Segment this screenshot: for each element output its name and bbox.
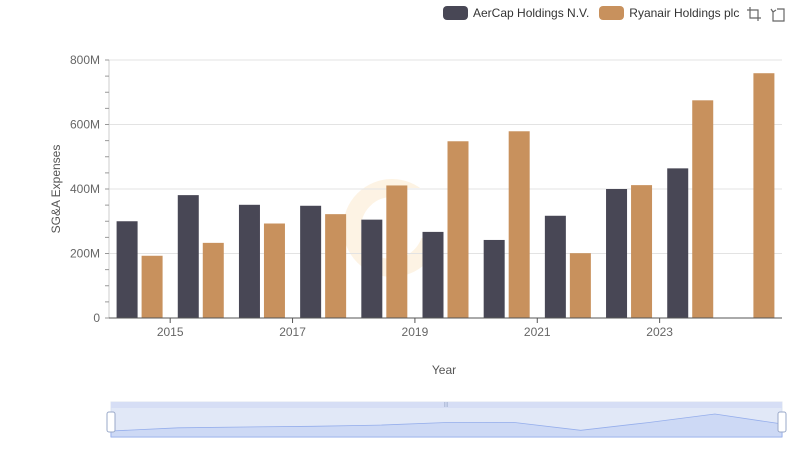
x-tick-label: 2017 — [279, 325, 306, 339]
toolbox — [746, 6, 786, 22]
bar-ryanair-2021[interactable] — [569, 253, 591, 318]
legend-swatch-ryanair — [599, 6, 625, 20]
y-axis: 0 200M 400M 600M 800M — [70, 53, 110, 325]
x-tick-label: 2021 — [524, 325, 551, 339]
legend-swatch-aercap — [443, 6, 468, 20]
zoom-selection[interactable] — [111, 408, 782, 437]
bar-ryanair-2015[interactable] — [202, 242, 224, 318]
y-tick-label: 400M — [70, 182, 100, 196]
x-tick-label: 2023 — [646, 325, 673, 339]
bar-aercap-2014[interactable] — [116, 221, 138, 318]
bar-ryanair-2018[interactable] — [386, 185, 408, 318]
legend-label-aercap: AerCap Holdings N.V. — [473, 6, 590, 20]
bar-ryanair-2014[interactable] — [141, 255, 163, 318]
x-tick-label: 2019 — [402, 325, 429, 339]
bar-aercap-2021[interactable] — [544, 215, 566, 318]
bar-aercap-2015[interactable] — [177, 195, 199, 318]
restore-icon[interactable] — [770, 6, 786, 22]
zoom-preview-area — [110, 413, 783, 438]
bar-ryanair-2024[interactable] — [753, 73, 775, 318]
bar-ryanair-2020[interactable] — [508, 131, 530, 318]
x-tick-label: 2015 — [157, 325, 184, 339]
y-tick-label: 0 — [93, 311, 100, 325]
y-tick-label: 200M — [70, 247, 100, 261]
zoom-icon[interactable] — [746, 6, 762, 22]
y-tick-label: 800M — [70, 53, 100, 67]
bar-aercap-2017[interactable] — [300, 205, 322, 318]
legend-item-aercap[interactable]: AerCap Holdings N.V. — [443, 6, 589, 20]
bars — [116, 73, 775, 318]
bar-ryanair-2019[interactable] — [447, 141, 469, 318]
data-zoom-slider[interactable]: ||| — [106, 401, 787, 438]
bar-ryanair-2017[interactable] — [325, 214, 347, 318]
bar-aercap-2023[interactable] — [667, 168, 689, 318]
bar-ryanair-2022[interactable] — [631, 185, 653, 318]
bar-aercap-2016[interactable] — [238, 204, 260, 318]
bar-aercap-2022[interactable] — [606, 189, 628, 318]
bar-ryanair-2016[interactable] — [263, 223, 285, 318]
zoom-handle-right[interactable] — [777, 411, 787, 433]
bar-aercap-2019[interactable] — [422, 231, 444, 318]
x-axis: 2015 2017 2019 2021 2023 — [109, 317, 782, 339]
zoom-handle-left[interactable] — [106, 411, 116, 433]
legend-label-ryanair: Ryanair Holdings plc — [629, 6, 740, 20]
y-tick-label: 600M — [70, 118, 100, 132]
legend: AerCap Holdings N.V. Ryanair Holdings pl… — [443, 4, 749, 22]
bar-aercap-2020[interactable] — [483, 239, 505, 318]
bar-aercap-2018[interactable] — [361, 219, 383, 318]
bar-ryanair-2023[interactable] — [692, 100, 714, 318]
legend-item-ryanair[interactable]: Ryanair Holdings plc — [599, 6, 739, 20]
y-axis-label: SG&A Expenses — [49, 145, 63, 234]
zoom-top-bar[interactable] — [111, 402, 782, 408]
zoom-grip-icon[interactable]: ||| — [444, 402, 448, 408]
x-axis-label: Year — [432, 363, 456, 377]
